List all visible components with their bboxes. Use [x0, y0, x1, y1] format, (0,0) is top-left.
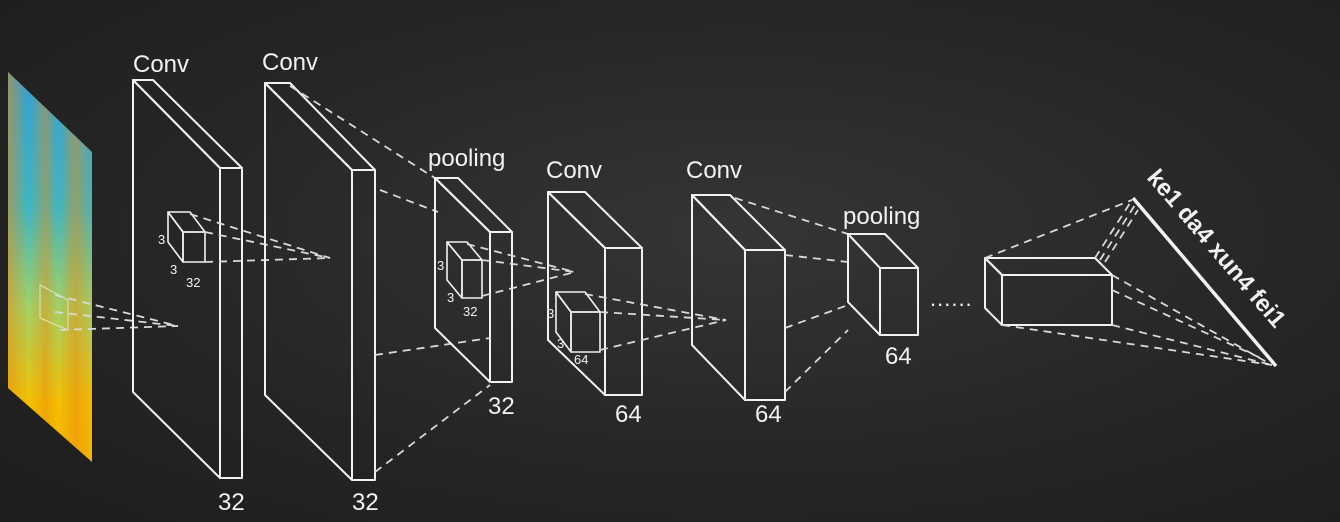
connections-conv2 [289, 85, 491, 473]
kernel-1 [167, 211, 206, 263]
pool1-block [434, 177, 513, 383]
conv4-block [691, 194, 786, 401]
depth-conv3: 64 [615, 401, 642, 428]
connections-pool1 [466, 243, 576, 297]
label-conv4: Conv [686, 157, 742, 184]
conv3-block [547, 191, 643, 396]
output-text: ke1 da4 xun4 fei1 [1141, 164, 1291, 333]
input-spectrogram [8, 72, 92, 462]
connections-conv3 [584, 293, 727, 351]
depth-conv4: 64 [755, 401, 782, 428]
conv2-block [264, 82, 376, 481]
depth-pool2: 64 [885, 343, 912, 370]
kernel1-w: 3 [170, 262, 177, 277]
connections-dense-out [1001, 274, 1273, 366]
label-conv1: Conv [133, 51, 189, 78]
depth-pool1: 32 [488, 393, 515, 420]
kernel3-w: 3 [557, 336, 564, 351]
connections-conv4 [734, 197, 849, 393]
kernel2-h: 3 [437, 258, 444, 273]
label-pool2: pooling [843, 203, 920, 230]
connections-dense-in [984, 199, 1139, 263]
ellipsis: ...... [930, 286, 973, 311]
label-conv2: Conv [262, 49, 318, 76]
kernel3-h: 3 [547, 306, 554, 321]
connections-input [54, 294, 179, 331]
depth-conv2: 32 [352, 489, 379, 516]
label-pool1: pooling [428, 145, 505, 172]
label-conv3: Conv [546, 157, 602, 184]
pool2-block [847, 233, 919, 336]
kernel1-h: 3 [158, 232, 165, 247]
dense-block [984, 257, 1113, 326]
kernel2-d: 32 [463, 304, 477, 319]
connections-conv1 [189, 213, 331, 263]
kernel2-w: 3 [447, 290, 454, 305]
kernel3-d: 64 [574, 352, 588, 367]
kernel1-d: 32 [186, 275, 200, 290]
depth-conv1: 32 [218, 489, 245, 516]
conv1-block [132, 79, 243, 479]
output-line [1131, 196, 1278, 368]
